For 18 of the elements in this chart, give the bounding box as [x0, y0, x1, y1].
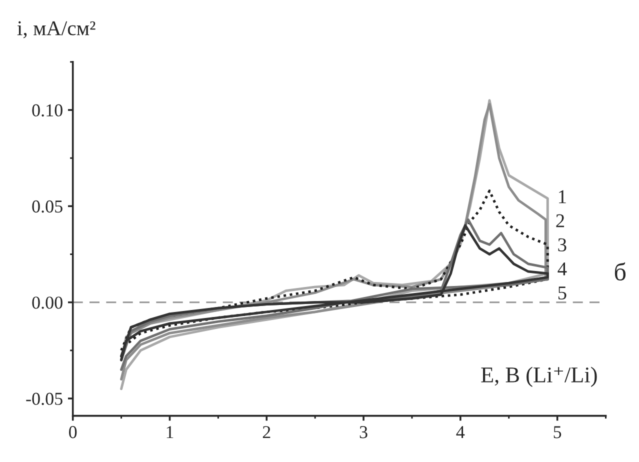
text: б: [614, 262, 626, 280]
x-axis-title: E, В (Li⁺/Li): [481, 366, 597, 387]
series-label: 5: [558, 286, 566, 300]
x-tick-label: 1: [166, 426, 174, 438]
x-tick-label: 0: [69, 426, 77, 438]
y-tick-label: 0.05: [32, 200, 62, 213]
series-label: 3: [558, 238, 566, 252]
x-tick-label: 5: [554, 426, 562, 438]
y-tick-label: 0.00: [32, 296, 62, 309]
series-label: 2: [556, 214, 564, 228]
series-label: 1: [559, 190, 566, 204]
y-tick-label: 0.10: [32, 104, 62, 117]
y-tick-label: -0.05: [26, 392, 62, 406]
x-tick-label: 3: [360, 426, 368, 438]
x-tick-label: 2: [262, 426, 270, 438]
x-tick-label: 4: [456, 426, 465, 438]
y-axis-title: i, мА/см²: [17, 21, 96, 38]
series-label: 4: [558, 262, 567, 276]
